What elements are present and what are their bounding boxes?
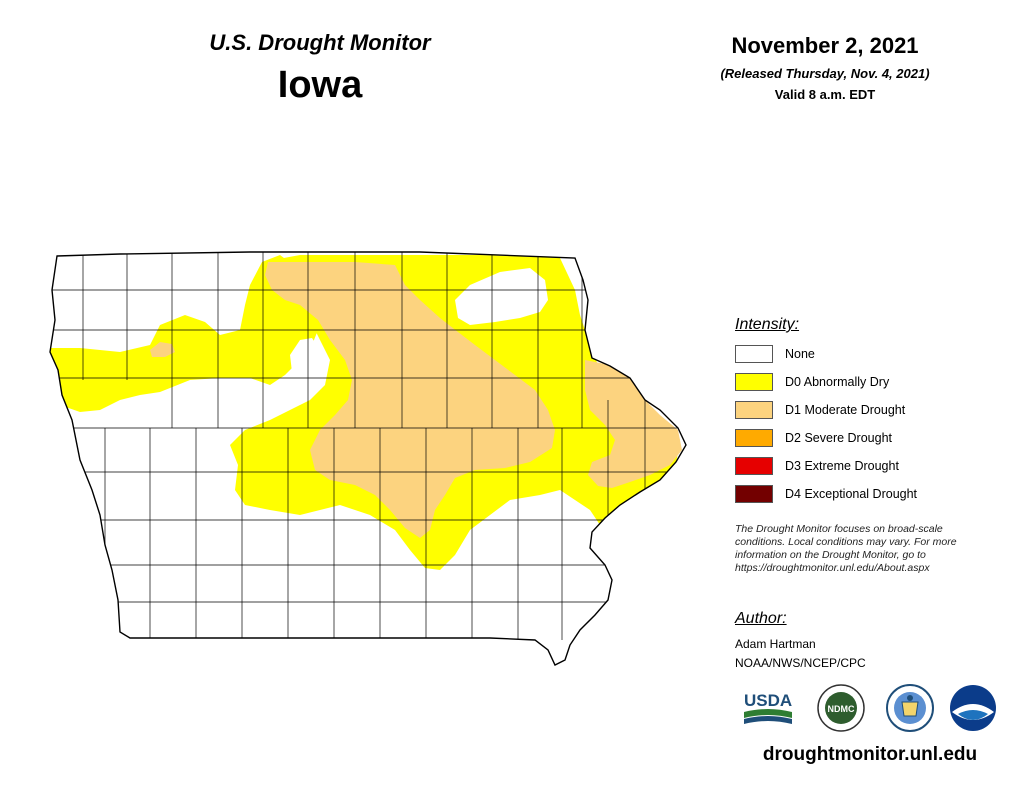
- legend-item-d4: D4 Exceptional Drought: [735, 484, 917, 504]
- county-lines: [50, 252, 686, 640]
- legend-label-d3: D3 Extreme Drought: [785, 459, 899, 473]
- note-line-3: information on the Drought Monitor, go t…: [735, 549, 926, 561]
- legend-swatch-d4: [735, 485, 773, 503]
- ndmc-logo: NDMC: [817, 684, 865, 732]
- iowa-drought-map: [49, 251, 687, 666]
- legend-swatch-d2: [735, 429, 773, 447]
- legend-item-d1: D1 Moderate Drought: [735, 400, 905, 420]
- map-date: November 2, 2021: [731, 33, 919, 58]
- d1-region-main: [265, 262, 555, 538]
- release-date: (Released Thursday, Nov. 4, 2021): [720, 66, 930, 81]
- legend-label-d1: D1 Moderate Drought: [785, 403, 906, 417]
- noaa-logo: [950, 685, 996, 731]
- legend-swatch-d3: [735, 457, 773, 475]
- usda-logo: USDA: [744, 691, 792, 724]
- author-name: Adam Hartman: [735, 637, 816, 651]
- legend-label-d4: D4 Exceptional Drought: [785, 487, 918, 501]
- legend-item-d0: D0 Abnormally Dry: [735, 372, 889, 392]
- author-title: Author:: [735, 610, 787, 627]
- legend-swatch-d0: [735, 373, 773, 391]
- none-patch-small: [290, 338, 320, 380]
- note-line-2: conditions. Local conditions may vary. F…: [735, 536, 957, 548]
- none-patch-north: [455, 268, 548, 325]
- map-title: U.S. Drought Monitor: [209, 30, 431, 55]
- d0-region-northwest: [50, 255, 318, 412]
- valid-time: Valid 8 a.m. EDT: [774, 87, 876, 102]
- legend-label-d2: D2 Severe Drought: [785, 431, 893, 445]
- legend-title: Intensity:: [735, 316, 800, 333]
- ndmc-logo-text: NDMC: [828, 704, 855, 714]
- legend-swatch-none: [735, 345, 773, 363]
- note-line-1: The Drought Monitor focuses on broad-sca…: [735, 523, 943, 535]
- legend-item-d2: D2 Severe Drought: [735, 428, 892, 448]
- commerce-seal: [886, 684, 934, 732]
- website-link[interactable]: droughtmonitor.unl.edu: [762, 744, 978, 765]
- legend-swatch-d1: [735, 401, 773, 419]
- iowa-border: [49, 251, 687, 666]
- author-org: NOAA/NWS/NCEP/CPC: [735, 656, 866, 670]
- partner-logos: USDA NDMC: [740, 684, 1000, 736]
- usda-logo-text: USDA: [744, 691, 792, 710]
- d1-region-small-nw: [150, 342, 175, 357]
- note-link[interactable]: https://droughtmonitor.unl.edu/About.asp…: [735, 562, 930, 574]
- state-name: Iowa: [277, 64, 363, 106]
- legend-label-d0: D0 Abnormally Dry: [785, 375, 890, 389]
- d1-region-east: [585, 360, 682, 488]
- legend-item-none: None: [735, 344, 815, 364]
- legend-label-none: None: [785, 347, 815, 361]
- legend-item-d3: D3 Extreme Drought: [735, 456, 899, 476]
- drought-monitor-note: The Drought Monitor focuses on broad-sca…: [735, 523, 1024, 575]
